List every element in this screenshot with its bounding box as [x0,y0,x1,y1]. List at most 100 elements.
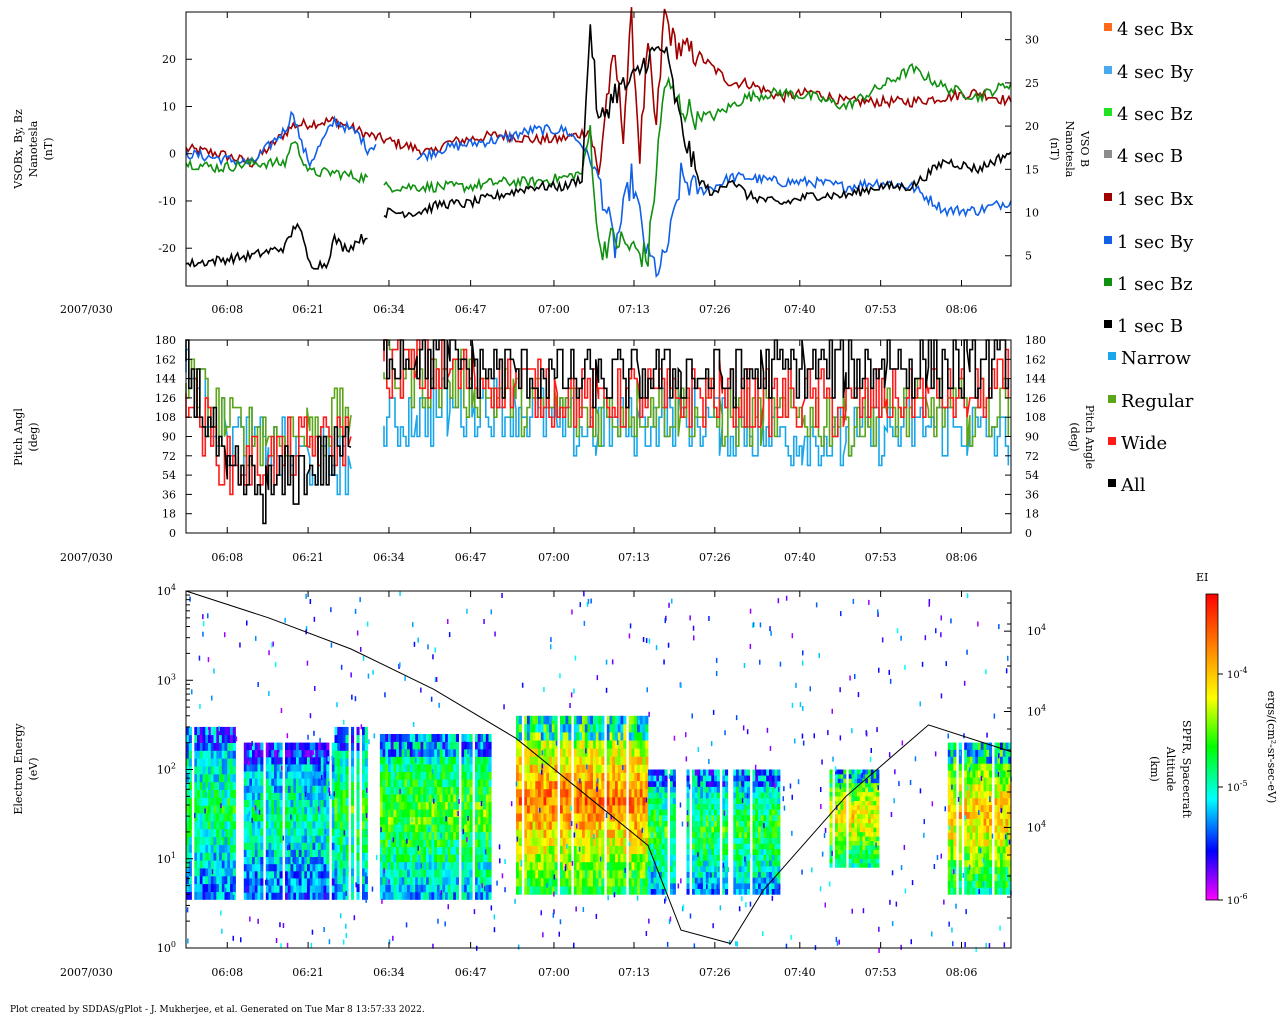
spectrogram-cell-4 [628,861,632,871]
spectrogram-cell-5 [714,831,718,838]
spectrogram-cell-1 [304,778,308,786]
spectrogram-cell-5 [771,882,775,889]
spectrogram-cell-4 [612,878,616,887]
spectrogram-cell-1 [290,849,294,857]
spectrogram-cell-7 [983,777,987,785]
spectrogram-cell-3 [488,846,492,855]
spectrogram-cell-3 [417,876,421,885]
spectrogram-cell-0 [208,734,212,743]
spectrogram-cell-0 [227,891,231,900]
spectrogram-noise-cell [966,649,968,655]
spectrogram-cell-1 [279,742,283,751]
spectrogram-cell-2 [351,734,355,743]
spectrogram-cell-4 [532,829,536,838]
spectrogram-cell-3 [455,779,459,787]
spectrogram-cell-0 [216,813,220,822]
spectrogram-cell-6 [843,796,847,801]
spectrogram-cell-5 [769,820,773,827]
spectrogram-cell-3 [442,816,446,825]
spectrogram-cell-7 [969,859,973,868]
spectrogram-cell-5 [686,831,690,838]
spectrogram-cell-0 [188,883,192,892]
spectrogram-cell-4 [645,805,649,814]
spectrogram-cell-3 [439,869,443,878]
spectrogram-cell-3 [398,794,402,803]
spectrogram-cell-7 [972,756,976,764]
series-line-b1 [185,24,1012,270]
spectrogram-cell-7 [1005,852,1009,861]
spectrogram-cell-3 [420,734,424,742]
spectrogram-cell-0 [205,813,209,822]
spectrogram-cell-7 [980,790,984,799]
spectrogram-cell-5 [670,786,674,793]
spectrogram-cell-3 [447,809,451,818]
spectrogram-cell-2 [362,734,366,743]
spectrogram-cell-5 [744,854,748,861]
spectrogram-cell-7 [953,839,957,847]
spectrogram-cell-4 [540,723,544,733]
spectrogram-cell-3 [388,786,392,795]
spectrogram-cell-7 [1002,811,1006,819]
spectrogram-cell-1 [290,885,294,893]
spectrogram-cell-4 [584,878,588,887]
spectrogram-cell-3 [396,839,400,848]
spectrogram-noise-cell [516,836,519,842]
spectrogram-cell-3 [439,771,443,780]
spectrogram-cell-3 [453,854,457,863]
spectrogram-cell-7 [986,866,990,874]
spectrogram-cell-3 [417,741,421,750]
spectrogram-cell-5 [744,848,748,855]
spectrogram-cell-1 [274,792,278,800]
spectrogram-cell-1 [257,878,261,886]
spectrogram-cell-3 [415,876,419,885]
spectrogram-cell-4 [568,740,572,749]
spectrogram-cell-4 [584,723,588,733]
spectrogram-cell-0 [197,789,201,798]
spectrogram-cell-4 [617,748,621,757]
spectrogram-cell-5 [705,786,709,793]
spectrogram-cell-5 [697,826,701,833]
spectrogram-cell-5 [694,814,698,821]
spectrogram-cell-3 [483,809,487,818]
spectrogram-cell-1 [315,856,319,865]
spectrogram-cell-6 [851,778,855,784]
spectrogram-cell-3 [455,756,459,765]
spectrogram-cell-4 [634,837,638,846]
spectrogram-cell-0 [213,860,217,869]
spectrogram-cell-4 [565,837,569,846]
spectrogram-cell-4 [598,821,602,830]
spectrogram-cell-4 [606,756,610,765]
spectrogram-cell-4 [543,837,547,846]
spectrogram-cell-3 [442,839,446,848]
spectrogram-cell-3 [447,861,451,870]
spectrogram-cell-6 [843,809,847,815]
spectrogram-cell-7 [997,797,1001,806]
spectrogram-cell-4 [576,829,580,838]
spectrogram-cell-5 [722,780,726,787]
spectrogram-cell-0 [224,875,228,885]
spectrogram-cell-0 [202,742,206,751]
spectrogram-cell-0 [205,883,209,892]
spectrogram-cell-3 [398,839,402,848]
spectrogram-cell-5 [744,865,748,872]
spectrogram-cell-7 [972,832,976,840]
spectrogram-cell-2 [340,742,344,751]
spectrogram-cell-5 [741,780,745,787]
spectrogram-noise-cell [569,703,571,708]
pitch-angle-ylabel-left-2: (deg) [27,422,40,451]
spectrogram-cell-3 [409,824,413,833]
spectrogram-noise-cell [434,677,437,683]
spectrogram-cell-5 [755,797,759,804]
spectrogram-cell-3 [480,854,484,863]
spectrogram-cell-5 [648,814,652,821]
spectrogram-cell-1 [285,856,289,865]
spectrogram-cell-1 [265,749,269,758]
spectrogram-cell-1 [246,806,250,815]
spectrogram-cell-6 [848,836,852,841]
spectrogram-cell-6 [865,836,869,841]
spectrogram-cell-3 [415,749,419,757]
spectrogram-cell-6 [835,827,839,833]
spectrogram-cell-4 [620,813,624,822]
spectrogram-cell-4 [584,813,588,822]
spectrogram-cell-7 [1000,811,1004,819]
